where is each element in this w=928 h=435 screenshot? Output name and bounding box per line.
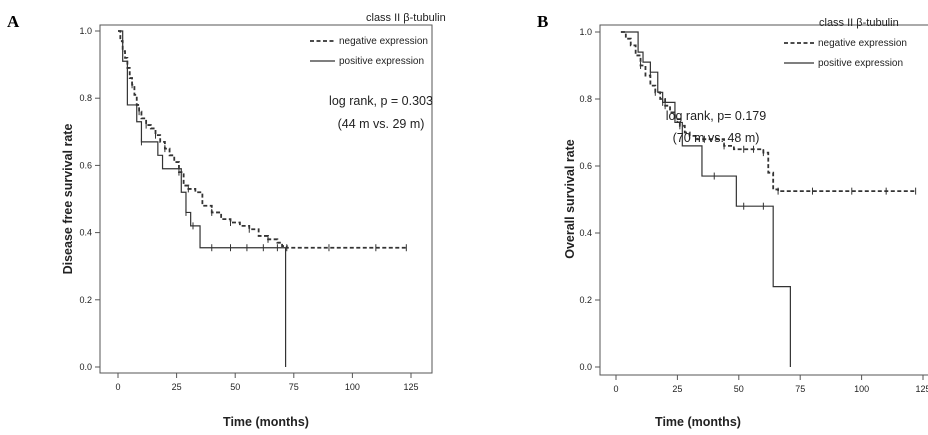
panel-a-chart: 0.0 0.2 0.4 0.6 0.8 1.0 0 25 50 75 100 125 Time (mon… xyxy=(61,12,446,429)
panel-label-a: A xyxy=(7,12,20,31)
panel-b-legend-label: positive expression xyxy=(818,58,903,69)
panel-b-y-tick-label: 0.8 xyxy=(579,94,592,104)
panel-a-y-tick-label: 0.6 xyxy=(79,160,92,170)
panel-a-negative-expression-curve xyxy=(118,30,407,249)
panel-b-x-tick-label: 100 xyxy=(854,384,869,394)
panel-a-x-axis-title: Time (months) xyxy=(223,415,309,429)
panel-b-legend-label: negative expression xyxy=(818,38,907,49)
panel-b-logrank-annotation: (70 m vs. 48 m) xyxy=(673,131,760,145)
panel-b-negative-expression-curve xyxy=(620,31,916,193)
panel-b-legend-title: class II β-tubulin xyxy=(819,17,899,29)
panel-a-x-tick-label: 50 xyxy=(230,382,240,392)
panel-b-y-tick-label: 0.2 xyxy=(579,295,592,305)
panel-a-x-tick-label: 25 xyxy=(172,382,182,392)
panel-b-x-tick-label: 75 xyxy=(795,384,805,394)
panel-b-logrank-annotation: log rank, p= 0.179 xyxy=(666,109,766,123)
panel-a-y-axis-title: Disease free survival rate xyxy=(61,124,75,275)
panel-a-x-tick-label: 75 xyxy=(289,382,299,392)
panel-a-x-tick-label: 0 xyxy=(115,382,120,392)
panel-b-x-tick-label: 50 xyxy=(734,384,744,394)
panel-a-plot-frame xyxy=(99,24,433,374)
panel-label-b: B xyxy=(537,12,549,31)
panel-a-x-tick-label: 125 xyxy=(403,382,418,392)
panel-b-plot-frame xyxy=(599,24,928,376)
panel-b-x-tick-label: 125 xyxy=(915,384,928,394)
panel-a-y-tick-label: 0.8 xyxy=(79,93,92,103)
panel-a-x-tick-label: 100 xyxy=(345,382,360,392)
panel-b-x-tick-label: 0 xyxy=(613,384,618,394)
panel-a-y-tick-label: 1.0 xyxy=(79,26,92,36)
panel-b-positive-expression-curve xyxy=(620,31,791,367)
panel-a-positive-expression-curve xyxy=(118,30,287,367)
panel-a-logrank-annotation: log rank, p = 0.303 xyxy=(329,94,433,108)
panel-b-y-axis-title: Overall survival rate xyxy=(563,139,577,259)
panel-a-legend-label: positive expression xyxy=(339,56,424,67)
panel-a-legend-label: negative expression xyxy=(339,36,428,47)
panel-b-y-tick-label: 0.4 xyxy=(579,228,592,238)
panel-b-chart: 0.0 0.2 0.4 0.6 0.8 1.0 0 25 50 75 100 125 Time (mon… xyxy=(563,17,928,429)
panel-b-x-tick-label: 25 xyxy=(672,384,682,394)
panel-b-x-axis-title: Time (months) xyxy=(655,415,741,429)
panel-a-y-tick-label: 0.4 xyxy=(79,228,92,238)
panel-a-legend-title: class II β-tubulin xyxy=(366,12,446,24)
panel-b-y-tick-label: 1.0 xyxy=(579,27,592,37)
panel-b-y-tick-label: 0.6 xyxy=(579,161,592,171)
panel-b-y-tick-label: 0.0 xyxy=(579,362,592,372)
panel-a-y-tick-label: 0.0 xyxy=(79,362,92,372)
panel-a-logrank-annotation: (44 m vs. 29 m) xyxy=(338,117,425,131)
panel-a-y-tick-label: 0.2 xyxy=(79,295,92,305)
